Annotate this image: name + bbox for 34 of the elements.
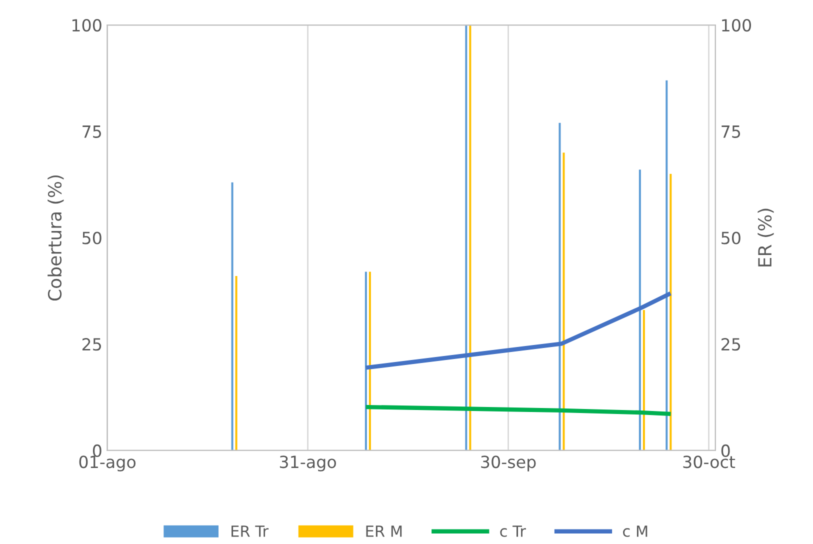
- legend-label: c M: [623, 526, 648, 537]
- legend-label: c Tr: [500, 526, 526, 537]
- bar: [562, 152, 565, 450]
- legend-label: ER M: [366, 526, 402, 537]
- y2-tick-label: 25: [722, 338, 740, 351]
- bar: [235, 276, 238, 450]
- x-tick-label: 01-ago: [79, 456, 136, 472]
- bar: [469, 25, 472, 450]
- bar: [666, 80, 668, 450]
- y-tick-label: 0: [92, 444, 102, 457]
- y2-tick-label: 50: [722, 232, 740, 244]
- line-series: [366, 404, 671, 416]
- y2-axis-title: ER (%): [758, 208, 774, 266]
- bar: [465, 25, 468, 450]
- y-tick-label: 50: [82, 232, 102, 244]
- y2-tick-label: 0: [721, 444, 730, 457]
- bar: [670, 174, 672, 450]
- y-tick-label: 25: [82, 338, 101, 351]
- legend-label: ER Tr: [232, 526, 269, 537]
- bar: [558, 122, 561, 450]
- x-tick-label: 31-ago: [280, 456, 336, 472]
- y-tick-label: 75: [82, 126, 101, 138]
- line-series: [366, 292, 671, 370]
- x-tick-label: 30-oct: [683, 456, 736, 468]
- y-tick-label: 100: [72, 18, 102, 32]
- y-axis-title: Cobertura (%): [48, 175, 64, 301]
- y2-tick-label: 75: [722, 126, 740, 138]
- x-tick-label: 30-sep: [481, 456, 536, 472]
- bar: [642, 310, 645, 450]
- y2-tick-label: 100: [722, 18, 752, 32]
- bar: [231, 182, 234, 450]
- bar: [368, 272, 371, 450]
- bar: [364, 272, 367, 450]
- bar: [638, 170, 641, 450]
